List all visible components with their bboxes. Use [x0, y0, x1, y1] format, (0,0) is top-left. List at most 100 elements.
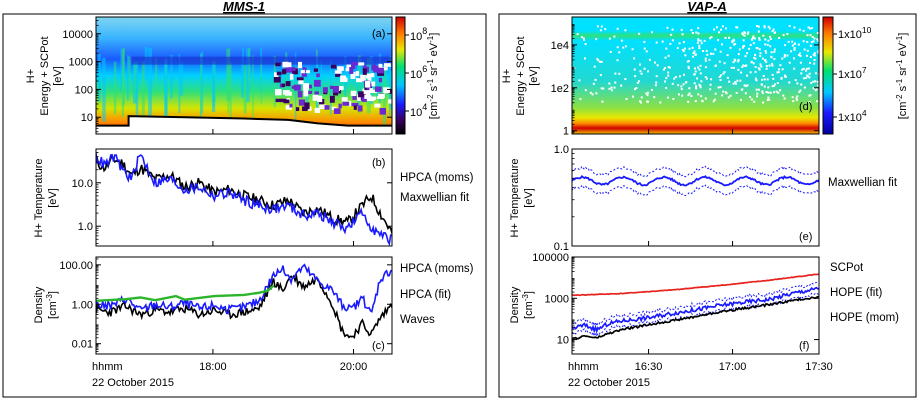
vap-spectrogram-cell [616, 46, 619, 49]
vap-spectrogram-cell [754, 65, 757, 68]
vap-spectrogram-cell [595, 38, 598, 41]
low-energy-cutoff-line [96, 115, 392, 127]
panel-f-label: (f) [799, 340, 809, 352]
vap-spectrogram-cell [682, 50, 685, 53]
vap-spectrogram-cell [784, 44, 787, 47]
vap-spectrogram-cell [697, 32, 700, 35]
panel-c-series-hpca-fit [96, 263, 392, 315]
spectrogram-cell [289, 73, 294, 80]
vap-spectrogram-cell [694, 67, 697, 70]
vap-spectrogram-cell [667, 66, 670, 69]
vap-spectrogram-cell [643, 47, 646, 50]
vap-spectrogram-cell [774, 83, 777, 86]
spectrogram-cell [351, 102, 359, 107]
vap-spectrogram-cell [768, 27, 771, 30]
vap-spectrogram-cell [632, 95, 635, 98]
vap-spectrogram-cell [730, 66, 733, 69]
vap-spectrogram-cell [719, 74, 722, 77]
spectrogram-cell [358, 91, 364, 98]
vap-spectrogram-cell [734, 82, 737, 85]
vap-spectrogram-cell [681, 94, 684, 97]
vap-spectrogram-cell [778, 68, 781, 71]
vap-spectrogram-cell [771, 85, 774, 88]
spectrogram-cell [303, 89, 309, 97]
vap-spectrogram-cell [696, 41, 699, 44]
spectrogram-cell [291, 85, 298, 89]
vap-spectrogram-cell [702, 50, 705, 53]
vap-spectrogram-cell [729, 46, 732, 49]
mms-cbar-tick-exp: 4 [422, 102, 427, 112]
cbar-label-s: s [428, 85, 440, 94]
spectrogram-cell [390, 67, 392, 71]
vap-spectrogram-cell [724, 36, 727, 39]
vap-spectrogram-cell [681, 48, 684, 51]
spectrogram-streak [357, 61, 359, 107]
panel-d-axes [571, 16, 820, 135]
panel-b-axes [95, 148, 393, 247]
panel-f: 100000 1000 10 (f) Density [cm-3] SCPot HO… [509, 252, 899, 389]
spectrogram-streak [226, 48, 231, 101]
panel-e-ytick-label: 1.0 [554, 144, 569, 156]
vap-spectrogram-cell [666, 96, 669, 99]
vap-spectrogram-cell [803, 77, 806, 80]
spectrogram-streak [241, 58, 243, 98]
vap-spectrogram-cell [613, 86, 616, 89]
vap-spectrogram-cell [808, 94, 811, 97]
vap-spectrogram-cell [728, 80, 731, 83]
spectrogram-cell [337, 66, 344, 71]
vap-spectrogram-cell [706, 53, 709, 56]
panel-f-ylabel-line1: Density [509, 286, 521, 323]
vap-spectrogram-cell [809, 55, 812, 58]
vap-spectrogram-cell [723, 71, 726, 74]
vap-spectrogram-cell [600, 87, 603, 90]
vap-spectrogram-cell [600, 25, 603, 28]
vap-spectrogram-cell [750, 61, 753, 64]
vap-spectrogram-cell [771, 64, 774, 67]
vap-spectrogram-cell [767, 91, 770, 94]
panel-f-series-hope-mom [572, 295, 819, 341]
spectrogram-cell [288, 67, 293, 73]
vap-spectrogram-cell [807, 26, 810, 29]
vap-spectrogram-cell [808, 72, 811, 75]
vcbar-label-sup3: -1 [895, 59, 904, 67]
vap-spectrogram-cell [708, 58, 711, 61]
spectrogram-cell [289, 103, 293, 108]
vap-spectrogram-cell [758, 38, 761, 41]
vap-spectrogram-cell [661, 40, 664, 43]
vap-spectrogram-cell [782, 94, 785, 97]
spectrogram-cell [329, 95, 335, 103]
spectrogram-streak [102, 57, 106, 122]
vap-spectrogram-cell [701, 100, 704, 103]
vap-spectrogram-cell [692, 55, 695, 58]
vap-spectrogram-cell [620, 84, 623, 87]
vap-spectrogram-cell [800, 83, 803, 86]
vap-spectrogram-cell [740, 98, 743, 101]
vap-spectrogram-cell [817, 84, 819, 87]
vap-spectrogram-cell [811, 36, 814, 39]
panel-e-band-upper [572, 165, 819, 178]
spectrogram-cell [307, 90, 313, 95]
vap-spectrogram-cell [810, 41, 813, 44]
vap-spectrogram-cell [792, 100, 795, 103]
cbar-label-ev: eV [428, 42, 440, 59]
vap-spectrogram-cell [692, 52, 695, 55]
vap-spectrogram-cell [693, 73, 696, 76]
spectrogram-cell [352, 94, 357, 100]
vap-spectrogram-cell [659, 101, 662, 104]
vap-spectrogram-cell [755, 47, 758, 50]
vap-spectrogram-cell [718, 31, 721, 34]
spectrogram-cell [313, 68, 318, 72]
spectrogram-cell [316, 73, 320, 78]
vap-spectrogram-cell [613, 35, 616, 38]
vap-spectrogram-cell [677, 84, 680, 87]
vap-spectrogram-cell [645, 100, 648, 103]
vap-spectrogram-cell [712, 52, 715, 55]
vap-spectrogram-cell [699, 84, 702, 87]
vap-spectrogram-cell [690, 29, 693, 32]
vap-spectrogram-cell [767, 39, 770, 42]
vap-spectrogram-cell [753, 56, 756, 59]
vap-spectrogram-cell [757, 88, 760, 91]
vap-spectrogram-cell [759, 52, 762, 55]
vap-spectrogram-cell [752, 62, 755, 65]
spectrogram-cell [317, 95, 323, 103]
